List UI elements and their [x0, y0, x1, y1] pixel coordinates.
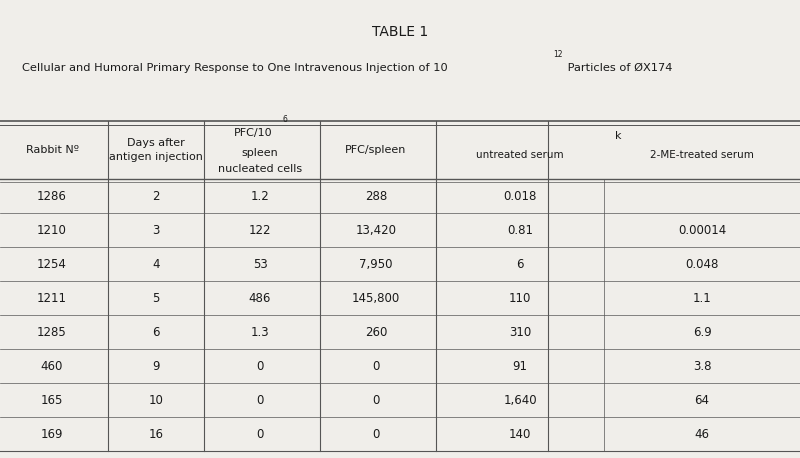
Text: 0: 0 — [256, 428, 264, 441]
Text: 1210: 1210 — [37, 224, 67, 237]
Text: 1285: 1285 — [37, 326, 67, 338]
Text: 7,950: 7,950 — [359, 257, 393, 271]
Text: 110: 110 — [509, 292, 531, 305]
Text: 460: 460 — [41, 360, 63, 373]
Text: Particles of ØX174: Particles of ØX174 — [564, 63, 672, 73]
Text: 9: 9 — [152, 360, 160, 373]
Text: 46: 46 — [694, 428, 710, 441]
Text: 310: 310 — [509, 326, 531, 338]
Text: 3.8: 3.8 — [693, 360, 711, 373]
Text: 1211: 1211 — [37, 292, 67, 305]
Text: nucleated cells: nucleated cells — [218, 164, 302, 174]
Text: 6: 6 — [282, 115, 287, 125]
Text: 91: 91 — [513, 360, 527, 373]
Text: 1.2: 1.2 — [250, 190, 270, 202]
Text: 0: 0 — [372, 360, 380, 373]
Text: 486: 486 — [249, 292, 271, 305]
Text: 122: 122 — [249, 224, 271, 237]
Text: untreated serum: untreated serum — [476, 150, 564, 160]
Text: 288: 288 — [365, 190, 387, 202]
Text: 0: 0 — [256, 393, 264, 407]
Text: 0: 0 — [372, 393, 380, 407]
Text: 13,420: 13,420 — [355, 224, 397, 237]
Text: 1.1: 1.1 — [693, 292, 711, 305]
Text: 4: 4 — [152, 257, 160, 271]
Text: PFC/10: PFC/10 — [234, 128, 273, 138]
Text: 53: 53 — [253, 257, 267, 271]
Text: 1.3: 1.3 — [250, 326, 270, 338]
Text: 10: 10 — [149, 393, 163, 407]
Text: Days after
antigen injection: Days after antigen injection — [109, 138, 203, 162]
Text: 0.048: 0.048 — [686, 257, 718, 271]
Text: 260: 260 — [365, 326, 387, 338]
Text: 0: 0 — [256, 360, 264, 373]
Text: 0: 0 — [372, 428, 380, 441]
Text: 169: 169 — [41, 428, 63, 441]
Text: 6: 6 — [516, 257, 524, 271]
Text: Cellular and Humoral Primary Response to One Intravenous Injection of 10: Cellular and Humoral Primary Response to… — [22, 63, 448, 73]
Text: PFC/spleen: PFC/spleen — [346, 145, 406, 155]
Text: 145,800: 145,800 — [352, 292, 400, 305]
Text: 5: 5 — [152, 292, 160, 305]
Text: 140: 140 — [509, 428, 531, 441]
Text: 165: 165 — [41, 393, 63, 407]
Text: 0.81: 0.81 — [507, 224, 533, 237]
Text: 1,640: 1,640 — [503, 393, 537, 407]
Text: 0.00014: 0.00014 — [678, 224, 726, 237]
Text: k: k — [614, 131, 622, 142]
Text: TABLE 1: TABLE 1 — [372, 25, 428, 39]
Text: 2: 2 — [152, 190, 160, 202]
Text: 3: 3 — [152, 224, 160, 237]
Text: Rabbit Nº: Rabbit Nº — [26, 145, 78, 155]
Text: 16: 16 — [149, 428, 163, 441]
Text: 6.9: 6.9 — [693, 326, 711, 338]
Text: spleen: spleen — [242, 147, 278, 158]
Text: 1254: 1254 — [37, 257, 67, 271]
Text: 2-ME-treated serum: 2-ME-treated serum — [650, 150, 754, 160]
Text: 0.018: 0.018 — [503, 190, 537, 202]
Text: 1286: 1286 — [37, 190, 67, 202]
Text: 64: 64 — [694, 393, 710, 407]
Text: 6: 6 — [152, 326, 160, 338]
Text: 12: 12 — [554, 50, 563, 59]
